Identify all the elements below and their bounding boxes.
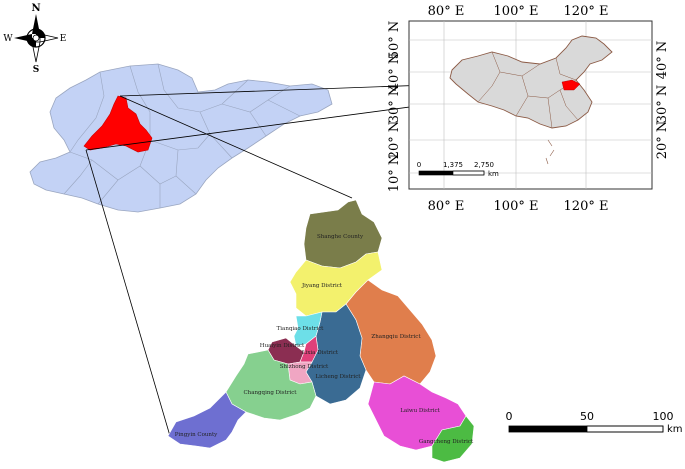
- label-shanghe: Shanghe County: [317, 234, 364, 240]
- inset-left-label-50: 50° N: [387, 21, 402, 60]
- inset-top-label-120: 120° E: [564, 4, 609, 19]
- province-map: [29, 63, 333, 213]
- inset-right-label-20: 20° N: [655, 121, 670, 160]
- inset-bottom-label-100: 100° E: [494, 199, 539, 214]
- compass-n: N: [31, 3, 40, 14]
- district-map: [167, 199, 475, 463]
- inset-left-label-30: 30° N: [387, 85, 402, 124]
- inset-scale-1375: 1,375: [443, 161, 463, 169]
- label-pingyin: Pingyin County: [175, 432, 218, 438]
- district-labels: Shanghe County Jiyang District Tianqiao …: [175, 234, 474, 445]
- inset-right-label-40: 40° N: [655, 41, 670, 80]
- inset-scale-2750: 2,750: [474, 161, 494, 169]
- inset-top-label-100: 100° E: [494, 4, 539, 19]
- district-changqing: [225, 349, 317, 421]
- compass-rose: N S E W: [3, 3, 66, 75]
- label-laiwu: Laiwu District: [400, 408, 440, 414]
- main-scale-bar: 0 50 100 km: [506, 410, 683, 435]
- scale-100: 100: [653, 410, 674, 423]
- compass-e: E: [60, 34, 67, 44]
- label-huaiyin: Huaiyin District: [260, 343, 305, 349]
- inset-left-label-40: 40° N: [387, 53, 402, 92]
- inset-top-label-80: 80° E: [428, 4, 465, 19]
- compass-s: S: [33, 65, 40, 75]
- scale-0: 0: [506, 410, 513, 423]
- south-sea-islands: [545, 139, 555, 165]
- inset-bottom-label-80: 80° E: [428, 199, 465, 214]
- inset-bottom-label-120: 120° E: [564, 199, 609, 214]
- inset-scale-bar: 0 1,375 2,750 km: [417, 161, 499, 178]
- jinan-highlight: [83, 95, 153, 153]
- district-pingyin: [167, 391, 247, 449]
- inset-scale-unit: km: [488, 170, 499, 178]
- district-gangcheng: [431, 415, 475, 463]
- label-lixia: Lixia District: [302, 350, 339, 356]
- label-shizhong: Shizhong District: [280, 364, 329, 370]
- label-licheng: Licheng District: [316, 374, 362, 380]
- label-zhangqiu: Zhangqiu District: [371, 334, 421, 340]
- label-tianqiao: Tianqiao District: [277, 326, 325, 332]
- prefecture-borders: [63, 63, 301, 208]
- label-jiyang: Jiyang District: [301, 283, 343, 289]
- province-shape: [29, 63, 333, 213]
- label-gangcheng: Gangcheng District: [419, 439, 474, 445]
- scale-50: 50: [580, 410, 594, 423]
- china-province-borders: [477, 51, 579, 129]
- inset-scale-0: 0: [417, 161, 421, 169]
- china-shape: [449, 35, 613, 129]
- inset-right-label-30: 30° N: [655, 85, 670, 124]
- inset-left-label-10: 10° N: [387, 154, 402, 193]
- scale-unit: km: [667, 424, 683, 435]
- inset-left-label-20: 20° N: [387, 121, 402, 160]
- shandong-highlight: [561, 79, 581, 91]
- compass-w: W: [3, 34, 13, 44]
- label-changqing: Changqing District: [243, 390, 297, 396]
- inset-map: 80° E 100° E 120° E 80° E 100° E 120° E …: [387, 4, 670, 214]
